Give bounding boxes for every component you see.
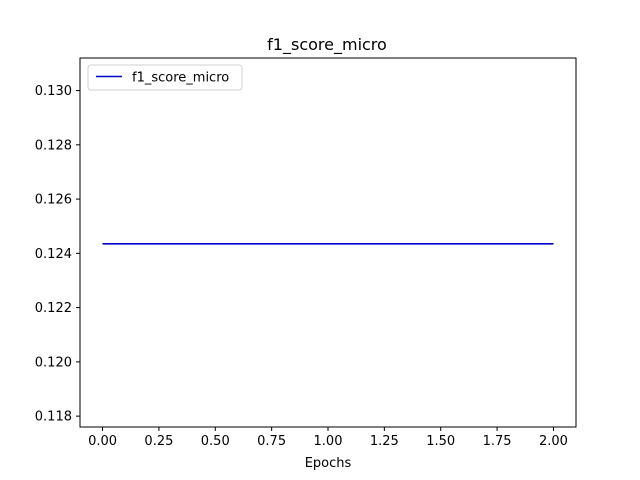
y-tick-label: 0.128: [35, 138, 72, 153]
y-tick-label: 0.124: [35, 247, 72, 262]
x-tick-label: 0.25: [144, 434, 173, 449]
x-tick-label: 1.00: [314, 434, 343, 449]
legend: f1_score_micro: [87, 64, 243, 91]
x-tick-label: 1.75: [483, 434, 512, 449]
x-axis-label: Epochs: [305, 456, 352, 471]
y-tick-label: 0.130: [35, 84, 72, 99]
legend-box: [87, 64, 243, 91]
y-tick-label: 0.126: [35, 193, 72, 208]
y-tick-label: 0.122: [35, 301, 72, 316]
plot-frame: [79, 57, 577, 428]
chart-title: f1_score_micro: [267, 35, 387, 55]
x-tick-label: 0.75: [257, 434, 286, 449]
legend-label: f1_score_micro: [132, 71, 229, 86]
x-tick-label: 1.50: [426, 434, 455, 449]
y-tick-label: 0.118: [35, 410, 72, 425]
x-tick-label: 2.00: [539, 434, 568, 449]
x-tick-label: 0.00: [88, 434, 117, 449]
y-tick-label: 0.120: [35, 355, 72, 370]
x-tick-label: 1.25: [370, 434, 399, 449]
x-tick-label: 0.50: [201, 434, 230, 449]
ticks-layer: 0.00 0.25 0.50 0.75 1.00 1.25 1.50 1.75 2.00 0.11…: [35, 84, 568, 449]
